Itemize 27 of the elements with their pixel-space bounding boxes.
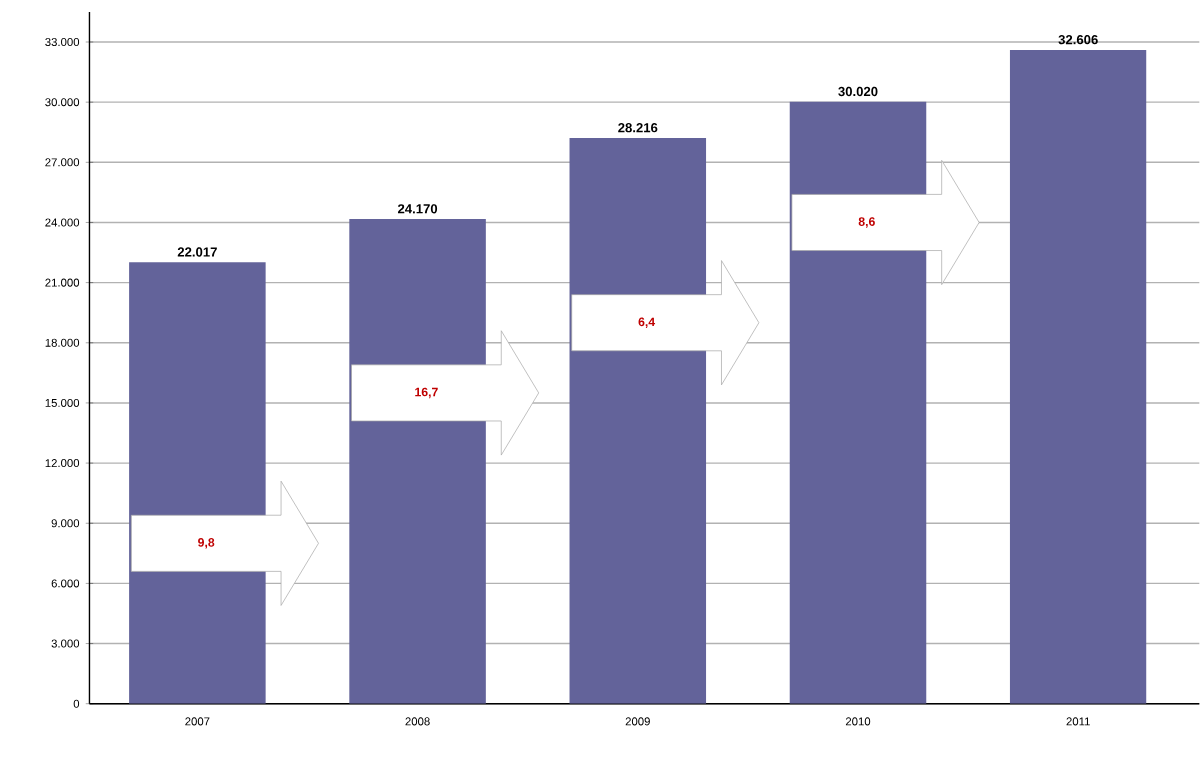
data-label: 22.017: [177, 247, 217, 257]
x-tick-label: 2009: [625, 717, 650, 726]
y-tick-label: 15.000: [45, 398, 80, 407]
y-tick-label: 21.000: [45, 278, 80, 287]
y-tick-label: 18.000: [45, 338, 80, 347]
y-tick-label: 0: [73, 699, 80, 708]
bar: [1009, 49, 1147, 704]
y-tick-label: 33.000: [45, 37, 80, 46]
annotation: 8,6: [858, 217, 875, 228]
x-tick-label: 2011: [1066, 717, 1090, 726]
data-label: 30.020: [838, 86, 878, 96]
x-tick-label: 2007: [185, 717, 210, 726]
y-tick-label: 24.000: [45, 218, 80, 227]
y-tick-label: 27.000: [45, 158, 80, 167]
data-label: 28.216: [618, 122, 658, 133]
y-tick-label: 3.000: [51, 639, 80, 648]
x-tick-label: 2010: [845, 717, 871, 726]
data-label: 32.606: [1058, 34, 1098, 45]
annotation: 16,7: [415, 387, 438, 398]
y-tick-label: 12.000: [45, 458, 80, 467]
data-label: 24.170: [397, 203, 438, 214]
x-tick-label: 2008: [405, 717, 430, 726]
y-tick-label: 30.000: [45, 97, 80, 106]
annotation: 6,4: [638, 317, 656, 328]
y-tick-label: 6.000: [51, 579, 80, 588]
annotation: 9,8: [198, 537, 215, 549]
y-tick-label: 9.000: [51, 519, 80, 528]
